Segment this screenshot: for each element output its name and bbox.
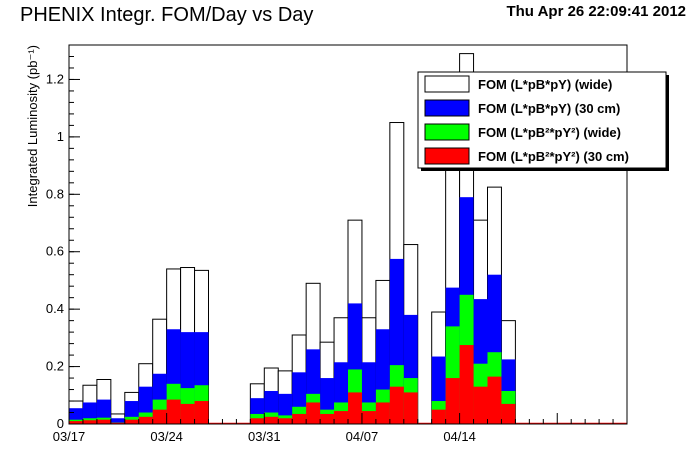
legend: FOM (L*pB*pY) (wide) FOM (L*pB*pY) (30 cm… [417, 71, 669, 171]
timestamp: Thu Apr 26 22:09:41 2012 [506, 3, 686, 20]
legend-swatch-3 [424, 147, 470, 165]
ticks-layer: 0 0.2 0.4 0.6 0.8 1 1.2 03/17 03/24 03/31 04/07 04/… [46, 44, 628, 444]
legend-label-1: FOM (L*pB*pY) (30 cm) [478, 101, 620, 116]
x-tick-label-2: 03/31 [248, 429, 281, 444]
bar-s3-d5 [138, 416, 153, 424]
legend-label-0: FOM (L*pB*pY) (wide) [478, 77, 612, 92]
y-axis-label: Integrated Luminosity (pb⁻¹) [25, 45, 40, 207]
bar-s3-d24 [403, 392, 418, 424]
bar-s1-d3 [110, 418, 125, 424]
bar-s3-d28 [459, 345, 474, 424]
legend-swatch-2 [424, 123, 470, 141]
legend-label-3: FOM (L*pB²*pY²) (30 cm) [478, 149, 629, 164]
x-tick-label-3: 04/07 [346, 429, 379, 444]
y-tick-label-2: 0.4 [46, 301, 64, 316]
bar-s3-d23 [389, 386, 404, 424]
y-tick-label-5: 1 [57, 129, 64, 144]
legend-label-2: FOM (L*pB²*pY²) (wide) [478, 125, 621, 140]
bar-s3-d8 [180, 403, 195, 424]
x-tick-label-4: 04/14 [443, 429, 476, 444]
x-tick-label-0: 03/17 [53, 429, 86, 444]
bar-s3-d0 [69, 421, 83, 424]
bar-s3-d16 [292, 413, 307, 424]
y-tick-label-6: 1.2 [46, 71, 64, 86]
bar-s3-d29 [473, 386, 488, 424]
bar-s3-d4 [124, 419, 139, 424]
bar-s3-d9 [194, 401, 209, 424]
bar-s3-d31 [501, 403, 516, 424]
bar-s3-d30 [487, 376, 502, 424]
y-tick-label-1: 0.2 [46, 359, 64, 374]
bar-s3-d21 [361, 411, 376, 424]
x-tick-label-1: 03/24 [150, 429, 183, 444]
bar-s3-d18 [320, 413, 335, 424]
bar-s3-d6 [152, 409, 167, 424]
bar-s3-d17 [306, 402, 321, 424]
bar-s3-d1 [82, 420, 97, 424]
y-tick-label-0: 0 [57, 416, 64, 431]
bar-s3-d2 [96, 419, 111, 424]
bar-s3-d20 [348, 392, 362, 424]
bar-s3-d7 [166, 399, 181, 424]
y-tick-label-3: 0.6 [46, 244, 64, 259]
bar-s3-d14 [264, 416, 279, 424]
bar-s3-d26 [431, 409, 446, 424]
chart-title: PHENIX Integr. FOM/Day vs Day [20, 4, 314, 26]
legend-swatch-1 [424, 99, 470, 117]
bar-s3-d13 [250, 418, 265, 424]
bar-s3-d19 [334, 411, 348, 424]
legend-swatch-0 [424, 75, 470, 93]
bar-s3-d27 [445, 378, 460, 424]
bar-s3-d15 [278, 418, 293, 424]
bar-s3-d22 [375, 402, 390, 424]
y-tick-label-4: 0.8 [46, 186, 64, 201]
